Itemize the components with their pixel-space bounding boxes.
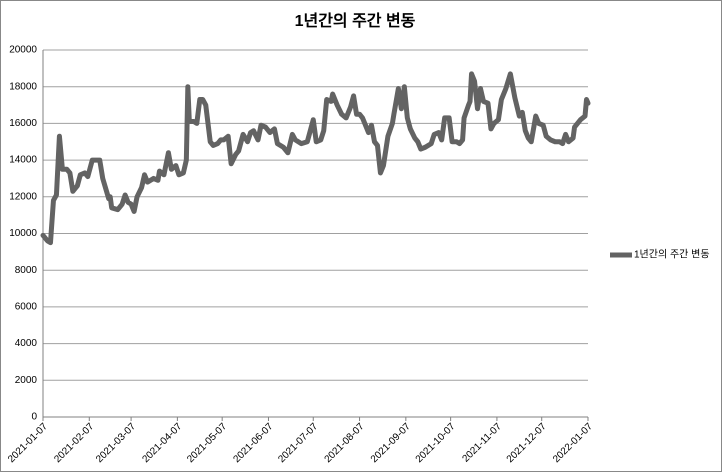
y-tick-label: 8000 xyxy=(15,265,38,276)
legend-label: 1년간의 주간 변동 xyxy=(634,249,710,261)
y-tick-label: 14000 xyxy=(9,155,37,166)
y-tick-label: 18000 xyxy=(9,81,37,92)
y-tick-label: 16000 xyxy=(9,118,37,129)
y-tick-label: 4000 xyxy=(15,338,38,349)
chart-title: 1년간의 주간 변동 xyxy=(295,11,416,30)
y-tick-label: 10000 xyxy=(9,228,37,239)
data-line xyxy=(40,71,591,246)
y-tick-label: 2000 xyxy=(15,375,38,386)
y-tick-label: 0 xyxy=(31,412,37,423)
y-tick-label: 6000 xyxy=(15,302,38,313)
y-tick-label: 12000 xyxy=(9,191,37,202)
y-tick-label: 20000 xyxy=(9,45,37,56)
